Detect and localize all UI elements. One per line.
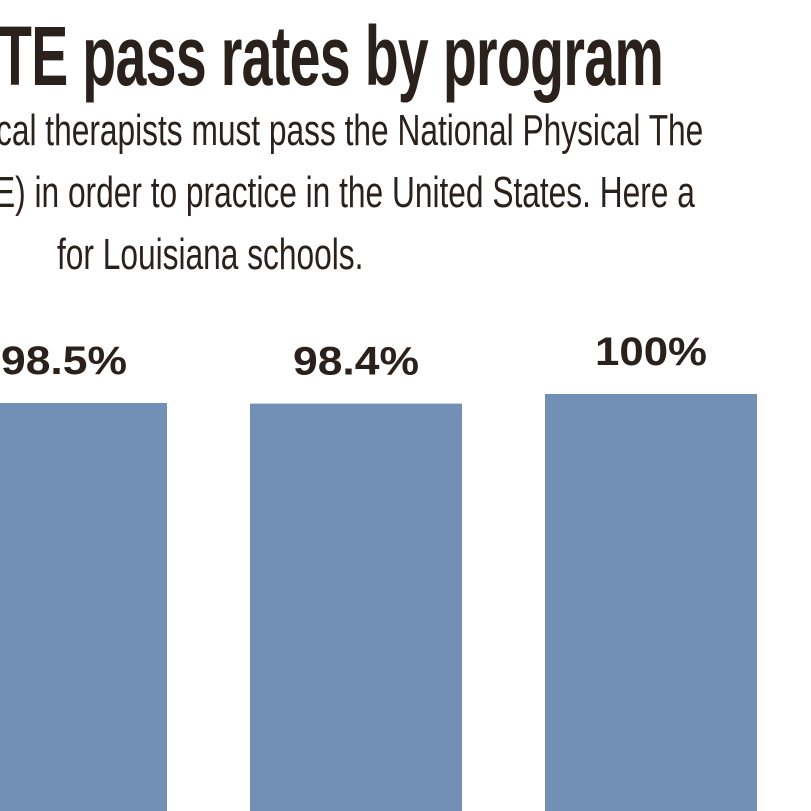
data-label-2: 98.4% bbox=[293, 340, 419, 384]
subtitle-line-2: E) in order to practice in the United St… bbox=[0, 168, 695, 217]
chart-title: TE pass rates by program bbox=[0, 9, 664, 103]
bar-2 bbox=[250, 403, 462, 811]
subtitle-line-1: cal therapists must pass the National Ph… bbox=[0, 106, 704, 155]
subtitle-line-3: for Louisiana schools. bbox=[57, 230, 364, 279]
bar-3 bbox=[545, 394, 757, 811]
data-label-3: 100% bbox=[595, 330, 707, 374]
bar-1 bbox=[0, 403, 167, 811]
data-label-1: 98.5% bbox=[1, 339, 127, 383]
